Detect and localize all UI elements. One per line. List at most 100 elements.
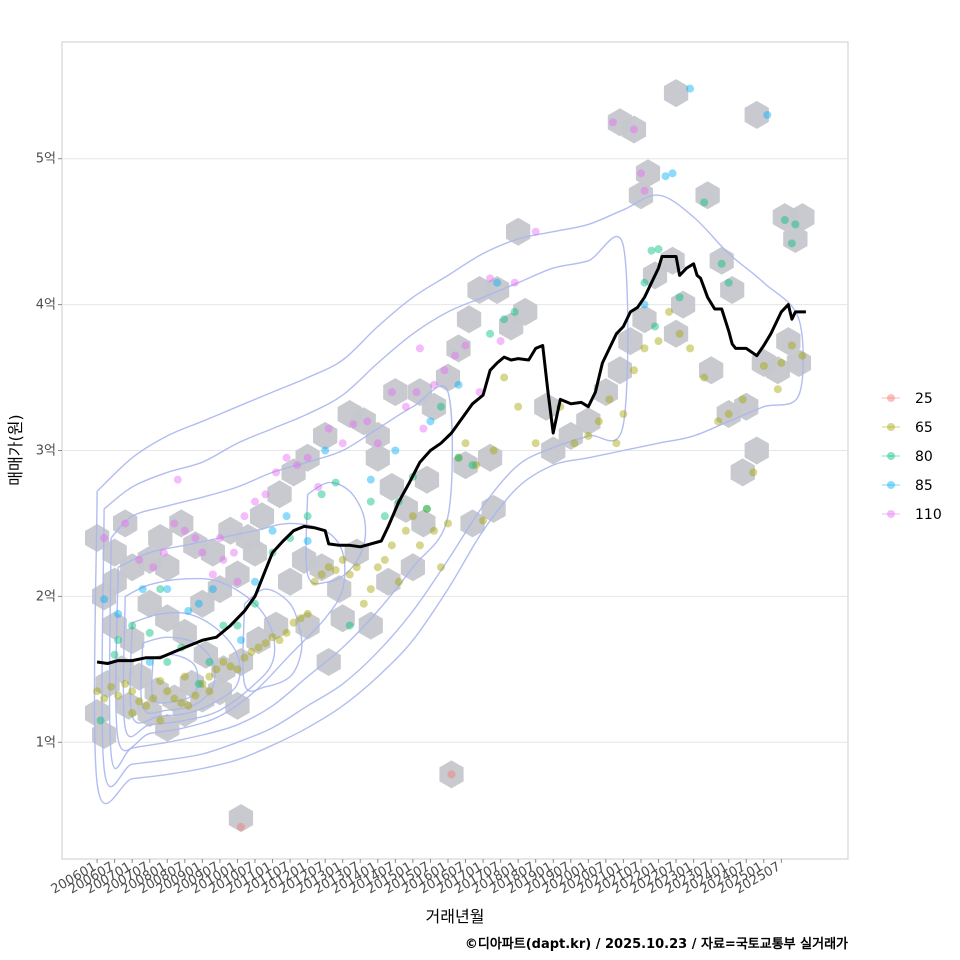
data-point-80 (156, 585, 165, 594)
data-point-25 (447, 770, 456, 779)
data-point-65 (654, 337, 663, 346)
trend-line-layer (96, 255, 806, 665)
hexbin-cell (744, 436, 769, 465)
data-point-65 (686, 344, 695, 353)
data-point-110 (314, 482, 323, 491)
legend-label: 25 (915, 391, 933, 407)
y-tick-label: 2억 (36, 589, 56, 604)
data-point-85 (763, 110, 772, 119)
hexbin-cell (242, 538, 268, 567)
data-point-85 (250, 577, 259, 586)
hexbin-cell (765, 356, 790, 385)
data-point-65 (443, 519, 452, 528)
data-point-65 (93, 687, 102, 696)
hexbin-cell (478, 443, 503, 472)
density-contour (101, 235, 629, 788)
data-point-110 (121, 519, 130, 528)
hexbin-cell (148, 524, 173, 552)
legend-label: 80 (915, 449, 933, 465)
data-point-110 (324, 424, 333, 433)
data-point-65 (310, 577, 319, 586)
hexbin-cell (513, 297, 538, 326)
hexbin-cell (102, 611, 127, 640)
data-point-65 (275, 636, 284, 645)
legend-key-dot (887, 510, 895, 518)
hexbin-cell (446, 334, 471, 363)
data-point-80 (233, 621, 242, 630)
data-point-85 (236, 636, 245, 645)
data-point-85 (454, 380, 463, 389)
data-point-85 (366, 475, 375, 484)
y-tick-label: 1억 (36, 735, 56, 750)
y-tick-label: 3억 (36, 444, 56, 459)
data-point-110 (338, 439, 347, 448)
data-point-80 (128, 621, 137, 630)
hexbin-cell (225, 560, 250, 589)
legend-label: 65 (915, 420, 933, 436)
data-point-85 (194, 599, 203, 608)
data-point-110 (159, 548, 168, 557)
density-contour (129, 611, 241, 724)
hexbin-cell (786, 349, 811, 377)
hexbin-cell (593, 378, 618, 407)
data-point-65 (570, 439, 579, 448)
data-point-65 (422, 504, 431, 513)
data-point-110 (363, 417, 372, 426)
data-point-65 (191, 691, 200, 700)
y-axis-ticks: 1억 2억 3억 4억 5억 (36, 152, 62, 750)
data-point-65 (380, 555, 389, 564)
hexbin-layer (85, 79, 815, 833)
hexbin-cell (278, 567, 303, 596)
data-point-85 (114, 609, 123, 618)
data-point-110 (373, 439, 382, 448)
hexbin-cell (411, 509, 436, 538)
hexbin-cell (635, 159, 661, 188)
data-point-65 (584, 431, 593, 440)
trend-line (96, 255, 806, 665)
data-point-80 (317, 490, 326, 499)
data-point-85 (184, 606, 193, 615)
legend-key-dot (887, 452, 895, 460)
hexbin-cell (709, 246, 734, 275)
data-point-80 (724, 278, 733, 287)
hexbin-cell (421, 392, 447, 421)
hexbin-cell (295, 443, 320, 472)
data-point-80 (640, 278, 649, 287)
hexbin-cell (699, 356, 724, 385)
legend-label: 110 (915, 507, 942, 523)
hexbin-cell (607, 356, 632, 385)
data-point-85 (668, 169, 677, 178)
data-point-65 (254, 643, 263, 652)
data-point-80 (380, 512, 389, 521)
data-point-85 (145, 658, 154, 667)
data-point-65 (177, 698, 186, 707)
data-point-110 (461, 341, 470, 350)
hexbin-cell (365, 443, 390, 472)
legend-key-dot (887, 423, 895, 431)
data-point-80 (500, 315, 509, 324)
data-point-65 (472, 461, 481, 470)
data-point-110 (149, 563, 158, 572)
data-point-65 (180, 672, 189, 681)
hexbin-cell (207, 575, 232, 604)
hexbin-cell (169, 509, 194, 538)
data-point-65 (317, 570, 326, 579)
data-point-110 (475, 388, 484, 397)
data-point-110 (173, 475, 182, 484)
hexbin-cell (228, 804, 254, 833)
data-point-110 (272, 468, 281, 477)
data-point-110 (215, 534, 224, 543)
hexbin-cell (456, 305, 482, 334)
data-point-85 (661, 172, 670, 181)
data-point-85 (282, 512, 291, 521)
data-point-80 (436, 402, 445, 411)
data-point-65 (714, 417, 723, 426)
hexbin-cell (485, 276, 510, 304)
data-point-110 (419, 424, 428, 433)
hexbin-cell (327, 575, 352, 604)
data-point-80 (486, 329, 495, 338)
data-point-110 (261, 490, 270, 499)
data-point-65 (436, 563, 445, 572)
data-point-85 (686, 84, 695, 93)
data-point-65 (366, 585, 375, 594)
